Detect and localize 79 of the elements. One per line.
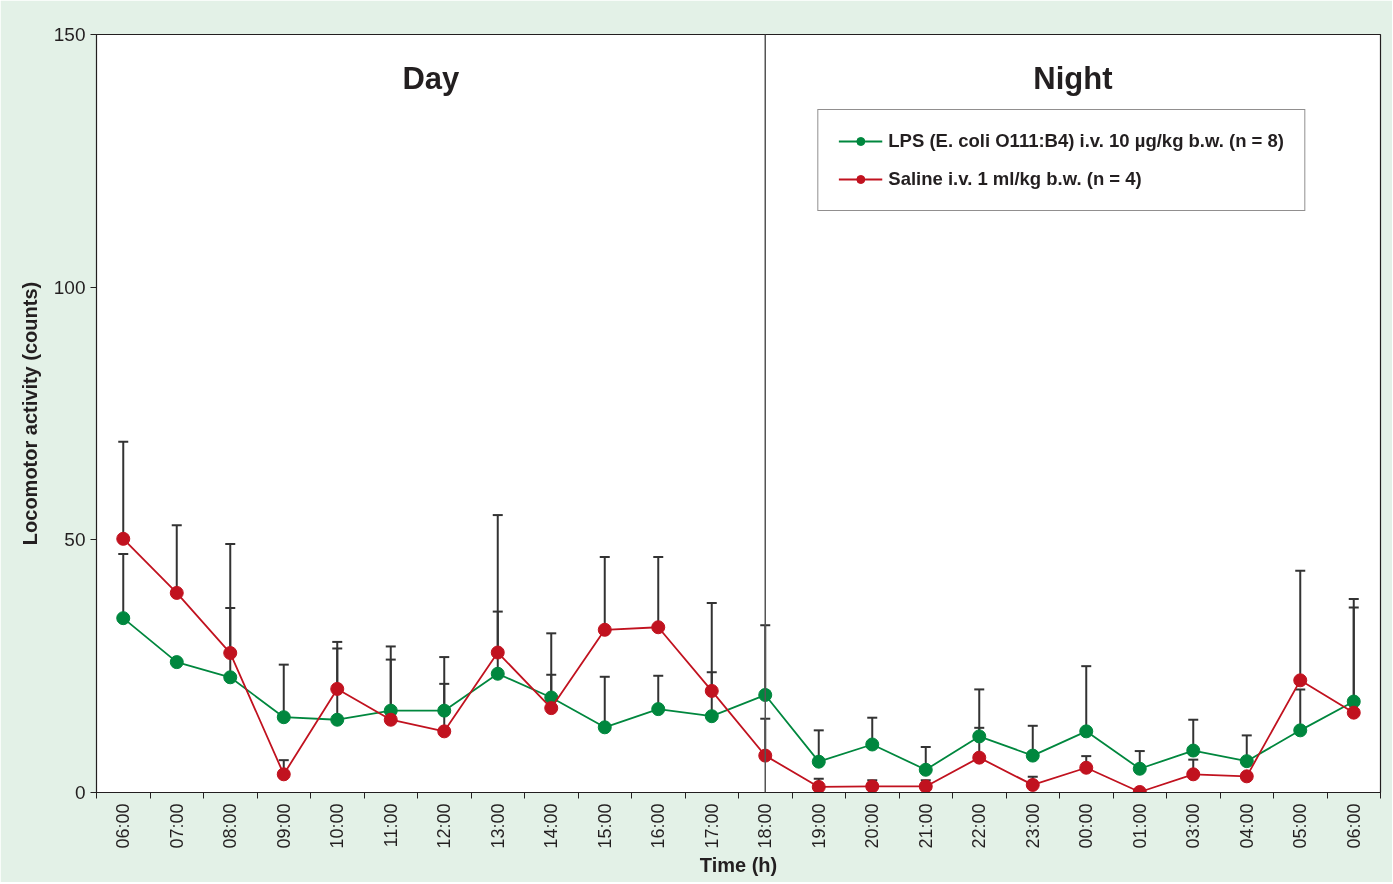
x-tick-label: 03:00 — [1183, 803, 1204, 849]
point — [276, 767, 291, 782]
point — [704, 709, 719, 724]
point — [1025, 748, 1040, 763]
point — [276, 710, 291, 725]
x-tick-label: 01:00 — [1129, 803, 1150, 849]
y-tick-label: 150 — [53, 24, 86, 45]
x-tick-label: 18:00 — [755, 803, 776, 849]
legend-label: LPS (E. coli O111:B4) i.v. 10 µg/kg b.w. (n = 8) — [888, 130, 1284, 152]
point — [1025, 777, 1040, 792]
point — [1239, 769, 1254, 784]
point — [811, 779, 826, 793]
x-tick-label: 06:00 — [113, 803, 134, 849]
x-tick-label: 13:00 — [487, 803, 508, 849]
x-tick-label: 20:00 — [862, 803, 883, 849]
point — [1186, 743, 1201, 758]
point — [169, 585, 184, 600]
point — [490, 645, 505, 660]
x-tick-label: 14:00 — [541, 803, 562, 849]
point — [811, 754, 826, 769]
x-tick-label: 05:00 — [1290, 803, 1311, 849]
point — [651, 702, 666, 717]
point — [597, 622, 612, 637]
point — [116, 531, 131, 546]
point — [758, 748, 773, 763]
point — [330, 681, 345, 696]
point — [918, 762, 933, 777]
x-tick-label: 00:00 — [1076, 803, 1097, 849]
point — [383, 712, 398, 727]
x-tick-label: 15:00 — [594, 803, 615, 849]
point — [490, 666, 505, 681]
x-tick-label: 04:00 — [1236, 803, 1257, 849]
point — [758, 687, 773, 702]
x-tick-label: 16:00 — [648, 803, 669, 849]
x-tick-label: 21:00 — [915, 803, 936, 849]
point — [1346, 705, 1361, 720]
annotation: Night — [1033, 61, 1113, 96]
point — [437, 724, 452, 739]
x-tick-label: 09:00 — [273, 803, 294, 849]
point — [1346, 694, 1361, 709]
y-axis-title: Locomotor activity (counts) — [18, 281, 41, 546]
legend-label: Saline i.v. 1 ml/kg b.w. (n = 4) — [888, 168, 1142, 190]
point — [1239, 754, 1254, 769]
x-tick-label: 19:00 — [808, 803, 829, 849]
point — [704, 683, 719, 698]
y-tick-label: 100 — [53, 276, 86, 298]
point — [1293, 723, 1308, 738]
x-tick-label: 06:00 — [1343, 803, 1364, 849]
point — [1293, 673, 1308, 688]
point — [330, 712, 345, 727]
point — [865, 779, 880, 793]
x-tick-label: 10:00 — [327, 803, 348, 849]
x-tick-label: 12:00 — [434, 803, 455, 849]
y-tick-label: 50 — [64, 529, 86, 551]
x-tick-label: 08:00 — [220, 803, 241, 849]
point — [865, 737, 880, 752]
point — [918, 779, 933, 793]
point — [972, 750, 987, 765]
point — [169, 655, 184, 670]
x-tick-label: 23:00 — [1022, 803, 1043, 849]
x-tick-label: 11:00 — [380, 803, 401, 848]
x-tick-label: 07:00 — [166, 803, 187, 849]
y-tick-label: 0 — [74, 782, 86, 803]
point — [223, 646, 238, 661]
point — [1079, 760, 1094, 775]
point — [651, 620, 666, 635]
point — [972, 729, 987, 744]
point — [223, 670, 238, 685]
point — [1079, 724, 1094, 739]
point — [437, 703, 452, 718]
point — [597, 720, 612, 735]
point — [1132, 761, 1147, 776]
x-tick-label: 17:00 — [701, 803, 722, 849]
x-tick-label: 22:00 — [969, 803, 990, 849]
annotation: Day — [402, 61, 461, 96]
point — [1186, 767, 1201, 782]
x-axis-title: Time (h) — [699, 853, 778, 876]
point — [116, 611, 131, 626]
point — [544, 701, 559, 716]
